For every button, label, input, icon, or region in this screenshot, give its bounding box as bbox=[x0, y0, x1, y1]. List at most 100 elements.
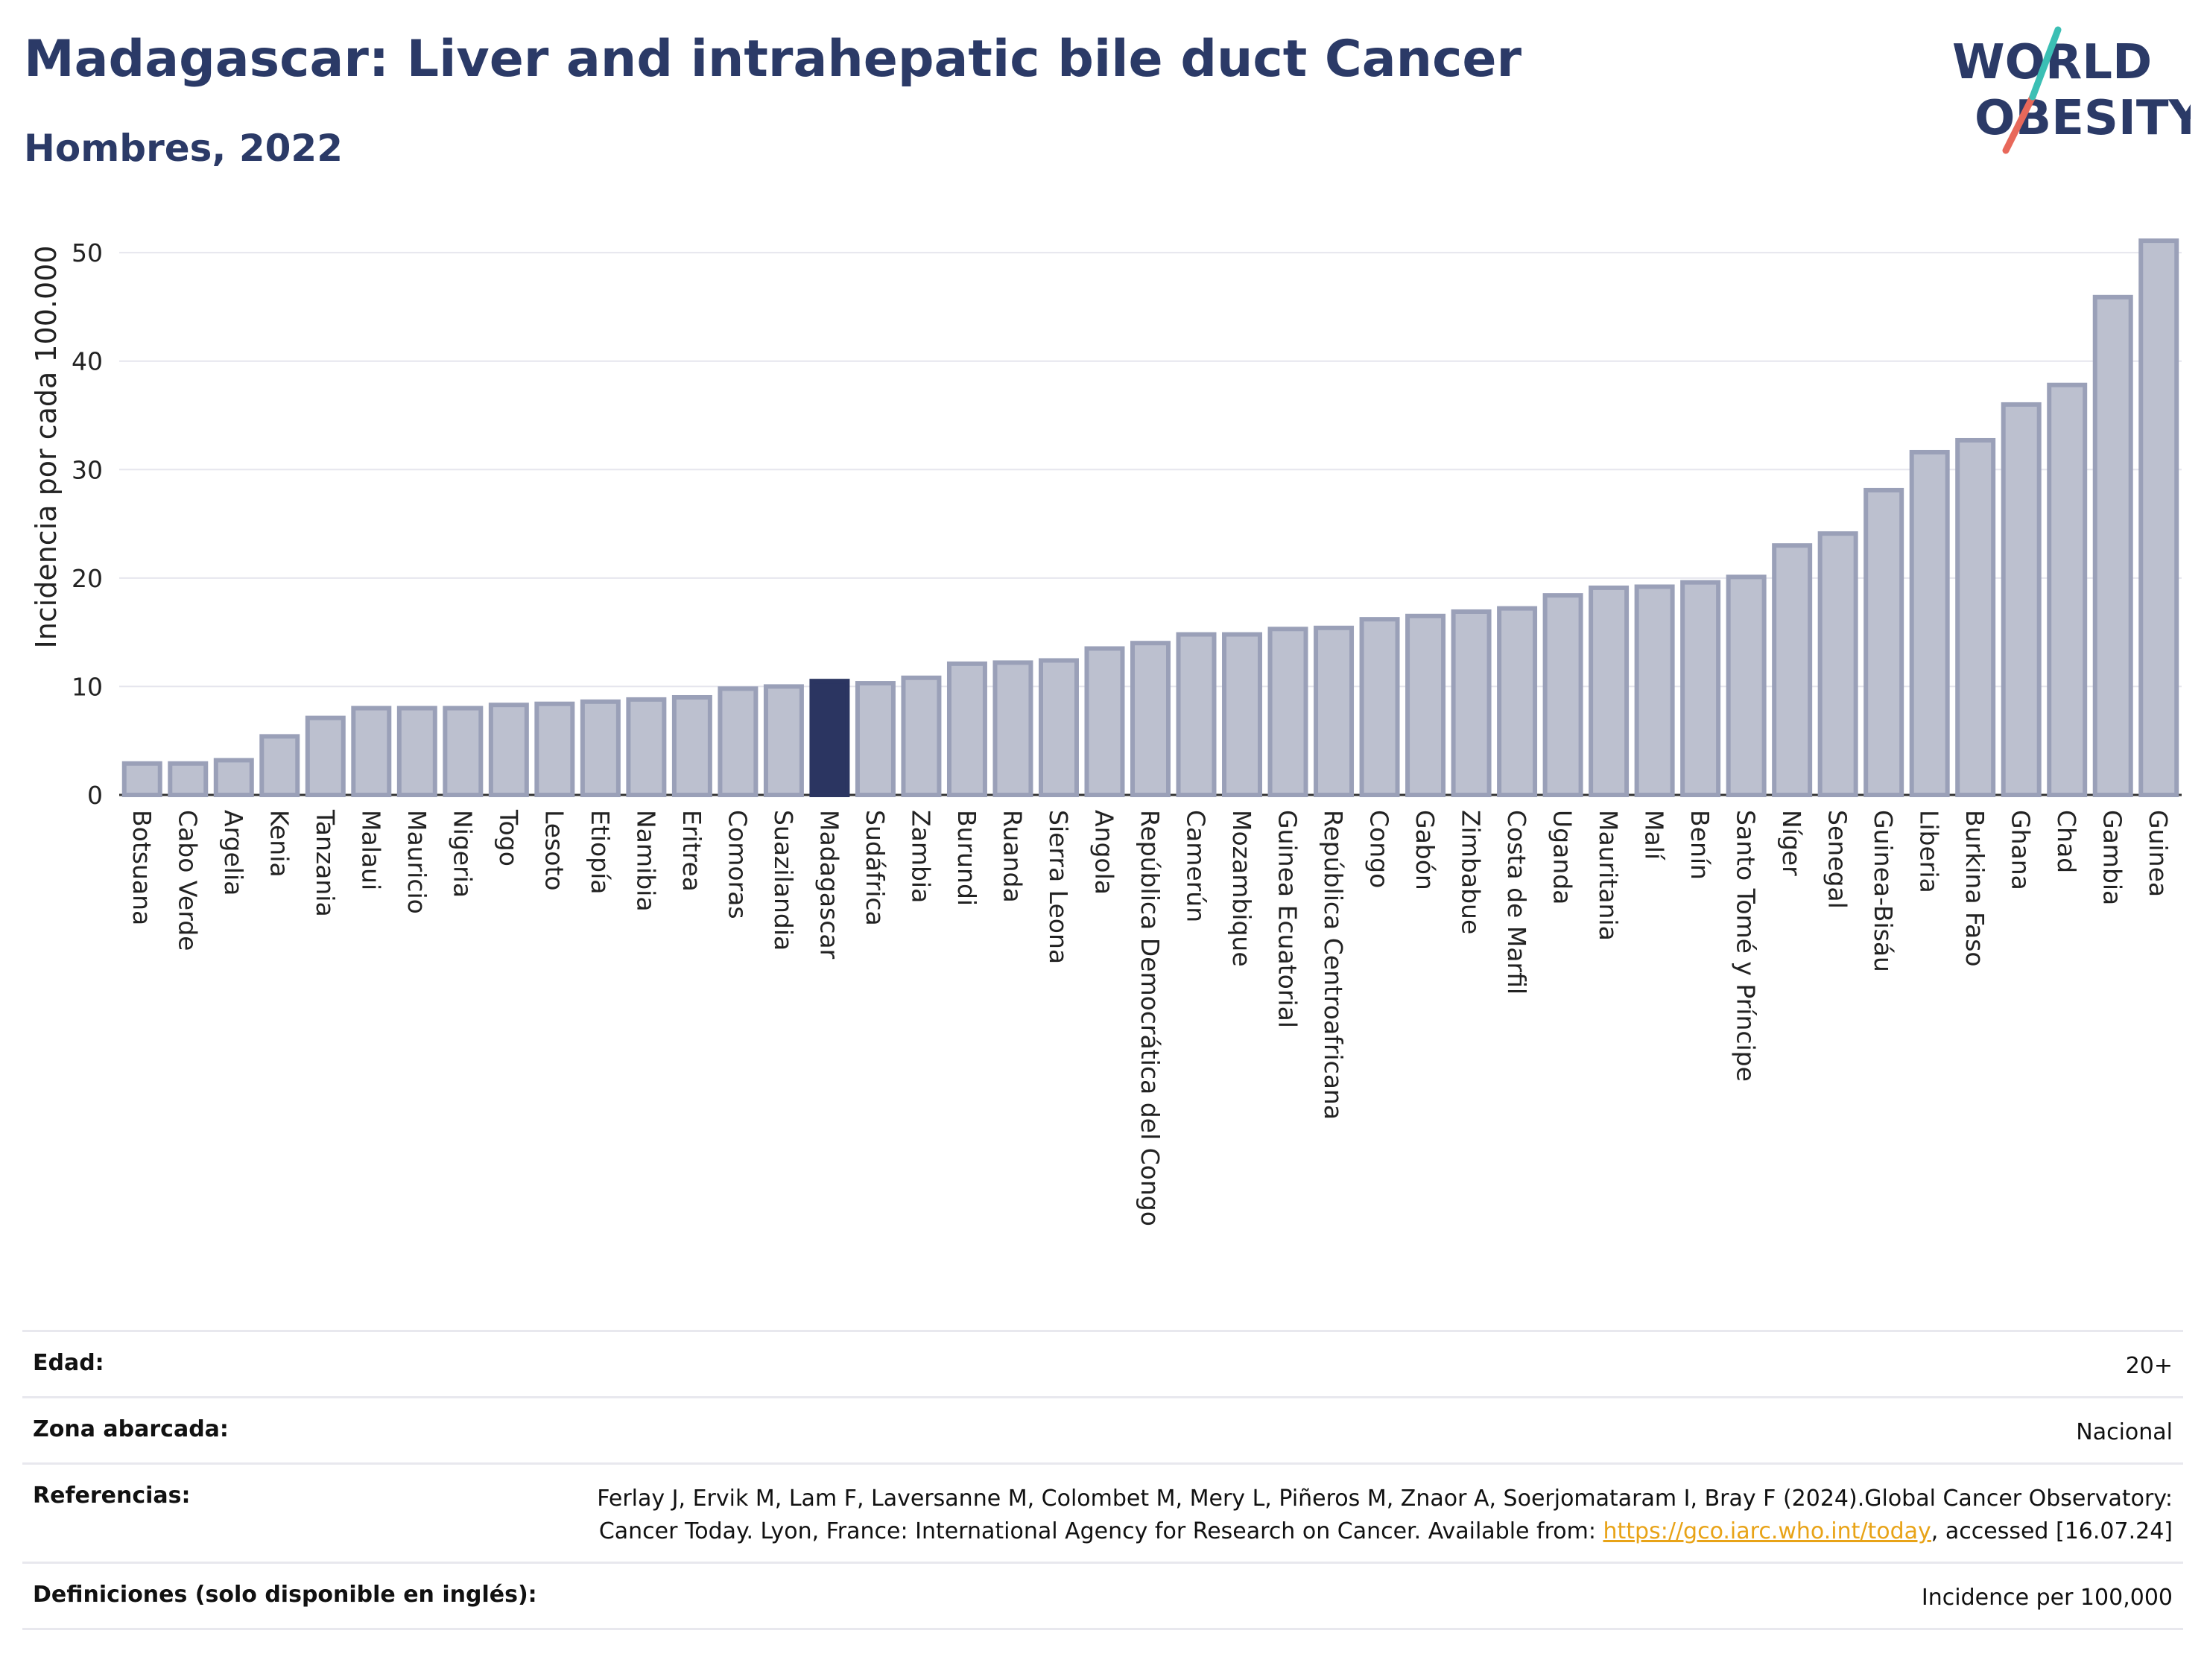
bar-costa-de-marfil[interactable] bbox=[1497, 606, 1538, 797]
info-row-zone: Zona abarcada: Nacional bbox=[22, 1396, 2183, 1462]
age-label: Edad: bbox=[33, 1350, 104, 1376]
x-tick-label: Kenia bbox=[265, 810, 294, 878]
bar-chart: Botsuana Cabo Verde Argelia Kenia Tanzania Ma… bbox=[30, 238, 2182, 1226]
y-tick-label: 0 bbox=[87, 781, 103, 810]
x-tick-label: Burkina Faso bbox=[1960, 810, 1989, 967]
info-row-references: Referencias: Ferlay J, Ervik M, Lam F, L… bbox=[22, 1462, 2183, 1562]
bar-eritrea[interactable] bbox=[671, 694, 712, 797]
x-tick-label: Níger bbox=[1777, 810, 1806, 876]
bar-ghana[interactable] bbox=[2001, 402, 2042, 797]
world-obesity-logo: WORLD OBESITY bbox=[1952, 26, 2191, 154]
bar-santo-tom-y-pr-ncipe[interactable] bbox=[1726, 574, 1767, 797]
bar-congo[interactable] bbox=[1359, 617, 1400, 798]
bar-camer-n[interactable] bbox=[1176, 632, 1217, 797]
bar-madagascar[interactable] bbox=[809, 679, 850, 797]
bar-mal-[interactable] bbox=[1634, 584, 1675, 797]
bar-sud-frica[interactable] bbox=[855, 681, 896, 798]
bar-guinea[interactable] bbox=[2138, 238, 2179, 797]
bar-mauritania[interactable] bbox=[1589, 585, 1630, 797]
zone-label: Zona abarcada: bbox=[33, 1416, 229, 1442]
y-axis-label: Incidencia por cada 100.000 bbox=[30, 245, 63, 648]
x-tick-label: Santo Tomé y Príncipe bbox=[1732, 810, 1761, 1082]
bar-uganda[interactable] bbox=[1542, 593, 1583, 798]
bar-botsuana[interactable] bbox=[121, 761, 162, 798]
definitions-value: Incidence per 100,000 bbox=[1921, 1585, 2173, 1611]
bar-rep-blica-centroafricana[interactable] bbox=[1314, 625, 1355, 797]
x-tick-label: Togo bbox=[494, 809, 523, 866]
x-tick-label: Mauritania bbox=[1594, 810, 1623, 941]
x-tick-label: Nigeria bbox=[448, 810, 477, 898]
page-subtitle: Hombres, 2022 bbox=[24, 127, 343, 170]
x-tick-label: Ruanda bbox=[998, 810, 1027, 903]
bar-argelia[interactable] bbox=[213, 758, 254, 798]
x-tick-label: Senegal bbox=[1823, 810, 1852, 909]
age-value: 20+ bbox=[2125, 1353, 2173, 1379]
bar-namibia[interactable] bbox=[626, 697, 667, 798]
bar-zambia[interactable] bbox=[901, 675, 942, 797]
y-tick-labels: 0 10 20 30 40 50 bbox=[72, 238, 103, 810]
bar-malaui[interactable] bbox=[351, 706, 392, 797]
bar-cabo-verde[interactable] bbox=[168, 761, 209, 798]
bar-guinea-bis-u[interactable] bbox=[1863, 487, 1904, 797]
x-tick-label: Gabón bbox=[1410, 810, 1440, 890]
bar-burkina-faso[interactable] bbox=[1955, 437, 1996, 797]
bar-chad[interactable] bbox=[2047, 382, 2088, 797]
x-tick-label: Namibia bbox=[631, 810, 660, 912]
bar-gab-n[interactable] bbox=[1405, 613, 1446, 798]
bar-nigeria[interactable] bbox=[443, 706, 484, 797]
x-tick-label: Zimbabue bbox=[1457, 810, 1486, 934]
bar-liberia[interactable] bbox=[1909, 449, 1950, 797]
bar-suazilandia[interactable] bbox=[763, 684, 804, 798]
bar-mozambique[interactable] bbox=[1222, 632, 1263, 797]
bar-mauricio[interactable] bbox=[396, 706, 437, 797]
bar-zimbabue[interactable] bbox=[1451, 609, 1492, 797]
bar-gambia[interactable] bbox=[2092, 294, 2133, 797]
bar-ruanda[interactable] bbox=[992, 660, 1033, 798]
x-tick-label: Angola bbox=[1089, 810, 1118, 895]
bars bbox=[121, 238, 2179, 798]
bar-n-ger[interactable] bbox=[1772, 543, 1813, 798]
y-tick-label: 20 bbox=[72, 564, 103, 593]
x-tick-label: Cabo Verde bbox=[173, 810, 202, 951]
y-tick-label: 40 bbox=[72, 347, 103, 376]
x-tick-label: Comoras bbox=[723, 810, 752, 919]
x-tick-label: Mauricio bbox=[402, 810, 431, 914]
bar-sierra-leona[interactable] bbox=[1038, 658, 1079, 797]
x-tick-label: Uganda bbox=[1548, 810, 1577, 904]
bar-ben-n[interactable] bbox=[1680, 580, 1721, 798]
y-tick-label: 50 bbox=[72, 238, 103, 267]
bar-burundi[interactable] bbox=[946, 661, 987, 797]
info-row-definitions: Definiciones (solo disponible en inglés)… bbox=[22, 1562, 2183, 1630]
y-tick-label: 30 bbox=[72, 455, 103, 484]
bar-senegal[interactable] bbox=[1817, 531, 1858, 797]
bar-togo[interactable] bbox=[488, 703, 529, 797]
bar-comoras[interactable] bbox=[718, 686, 759, 797]
x-tick-label: Sierra Leona bbox=[1044, 810, 1073, 964]
definitions-label: Definiciones (solo disponible en inglés)… bbox=[33, 1582, 537, 1608]
x-tick-label: Ghana bbox=[2007, 810, 2036, 890]
x-tick-label: Tanzania bbox=[311, 809, 340, 917]
info-row-age: Edad: 20+ bbox=[22, 1330, 2183, 1396]
bar-rep-blica-democr-tica-del-congo[interactable] bbox=[1130, 641, 1171, 798]
x-tick-label: Malaui bbox=[356, 810, 385, 890]
x-tick-label: Congo bbox=[1365, 810, 1394, 888]
bar-kenia[interactable] bbox=[259, 734, 300, 798]
references-link[interactable]: https://gco.iarc.who.int/today bbox=[1603, 1518, 1931, 1544]
x-tick-labels: Botsuana Cabo Verde Argelia Kenia Tanzania Ma… bbox=[127, 809, 2173, 1226]
bar-lesoto[interactable] bbox=[534, 701, 575, 798]
bar-tanzania[interactable] bbox=[305, 715, 346, 797]
x-tick-label: Sudáfrica bbox=[861, 810, 890, 926]
x-tick-label: Benín bbox=[1685, 810, 1714, 880]
x-tick-label: Guinea Ecuatorial bbox=[1273, 810, 1302, 1028]
x-tick-label: Argelia bbox=[219, 810, 248, 896]
bar-guinea-ecuatorial[interactable] bbox=[1267, 627, 1308, 798]
info-table: Edad: 20+ Zona abarcada: Nacional Refere… bbox=[22, 1330, 2183, 1630]
x-tick-label: Burundi bbox=[952, 810, 981, 906]
x-tick-label: Etiopía bbox=[586, 810, 615, 895]
x-tick-label: República Centroafricana bbox=[1319, 810, 1348, 1120]
x-tick-label: República Democrática del Congo bbox=[1136, 810, 1165, 1226]
bar-angola[interactable] bbox=[1084, 646, 1125, 797]
x-tick-label: Camerún bbox=[1182, 810, 1211, 922]
references-text: Ferlay J, Ervik M, Lam F, Laversanne M, … bbox=[597, 1486, 2173, 1544]
bar-etiop-a[interactable] bbox=[580, 699, 621, 797]
